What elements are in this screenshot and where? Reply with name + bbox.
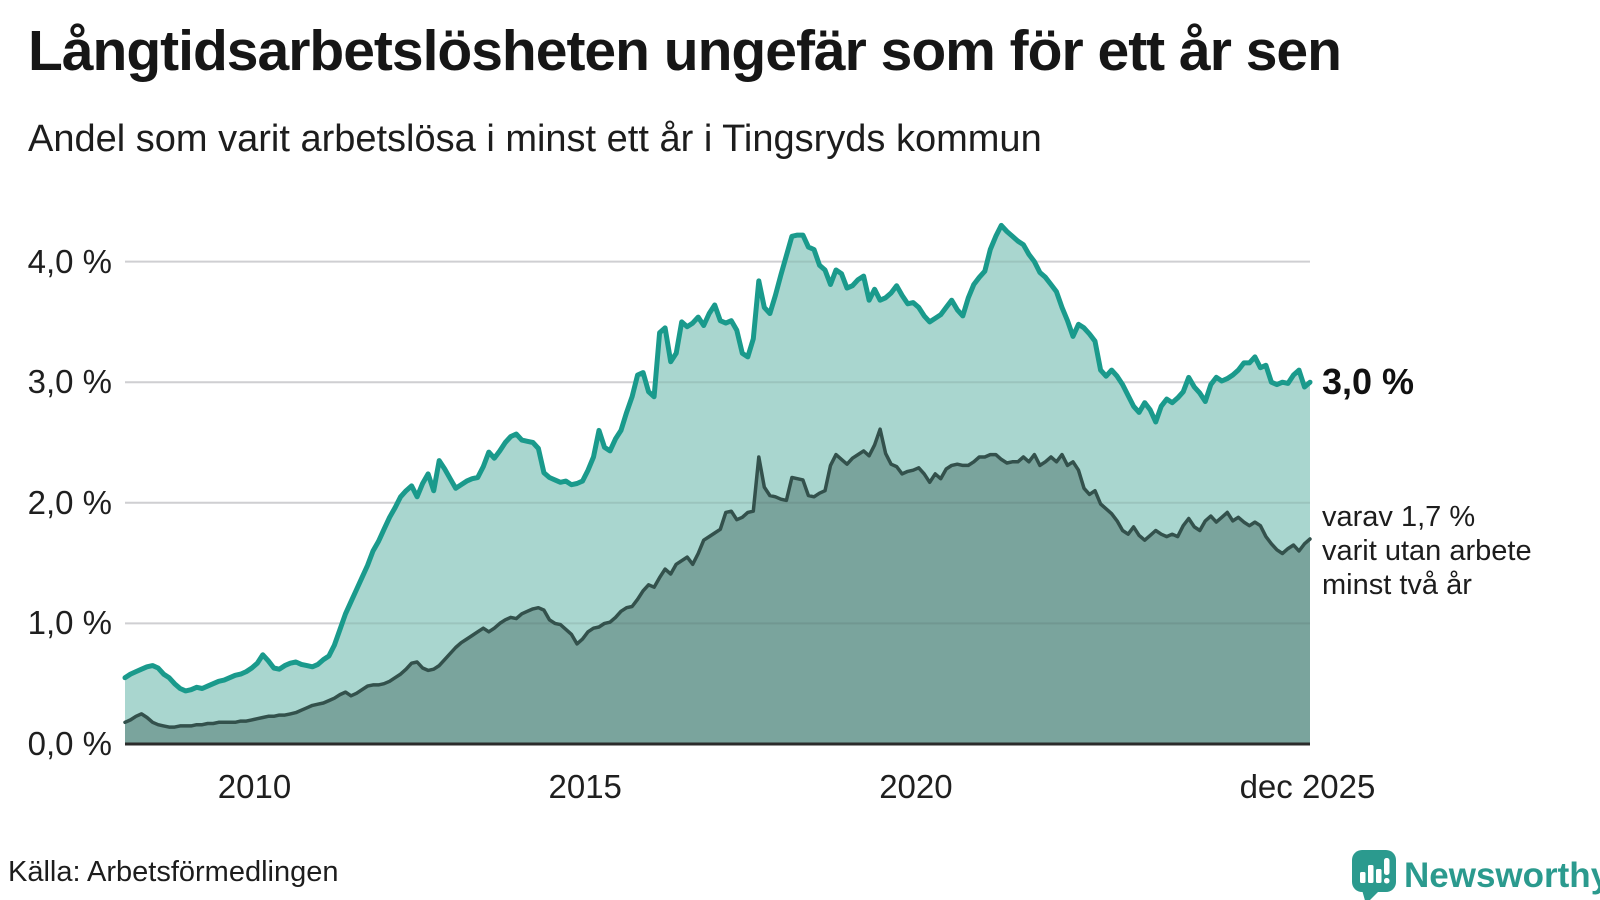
x-tick-2020: 2020: [879, 768, 953, 805]
latest-value-label: 3,0 %: [1322, 361, 1415, 402]
secondary-annotation-line1: varav 1,7 %: [1322, 501, 1476, 533]
newsworthy-logo-icon: [1352, 850, 1396, 900]
secondary-annotation-line2: varit utan arbete: [1322, 535, 1532, 567]
secondary-series-annotation: varav 1,7 % varit utan arbete minst två …: [1322, 500, 1532, 602]
x-tick-2010: 2010: [217, 768, 292, 805]
page-title: Långtidsarbetslösheten ungefär som för e…: [28, 19, 1342, 83]
x-tick-dec-2025: dec 2025: [1239, 768, 1376, 805]
y-tick-0: 0,0 %: [27, 725, 112, 762]
series-1-line: [123, 427, 1312, 729]
x-tick-2015: 2015: [548, 768, 622, 805]
page-subtitle: Andel som varit arbetslösa i minst ett å…: [28, 118, 1042, 160]
source-credit: Källa: Arbetsförmedlingen: [8, 856, 339, 888]
y-tick-2: 2,0 %: [27, 483, 112, 521]
y-tick-1: 1,0 %: [27, 604, 112, 642]
secondary-annotation-line3: minst två år: [1322, 569, 1472, 601]
series-0-line: [122, 222, 1313, 694]
newsworthy-logo-text: Newsworthy: [1404, 856, 1600, 895]
y-tick-3: 3,0 %: [27, 363, 112, 401]
y-tick-4: 4,0 %: [27, 242, 112, 280]
series-1-area: [125, 429, 1310, 744]
gridlines-overlay: [125, 260, 1310, 625]
